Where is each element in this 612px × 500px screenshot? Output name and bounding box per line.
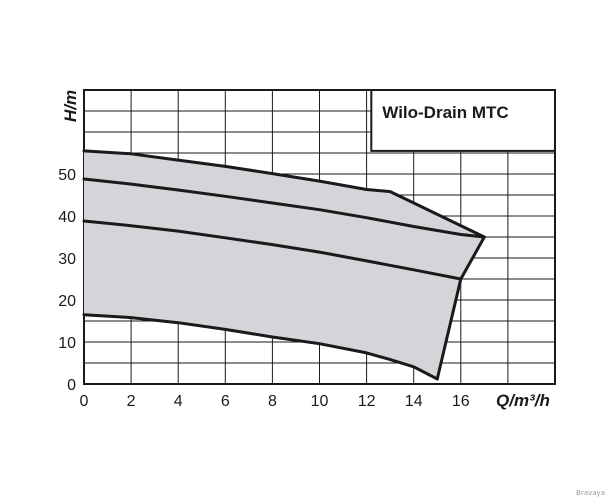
x-tick-label: 16 xyxy=(452,393,470,410)
x-axis-label: Q/m³/h xyxy=(496,391,550,410)
y-tick-label: 10 xyxy=(58,335,76,352)
curve-2 xyxy=(82,177,486,239)
y-tick-label: 20 xyxy=(58,293,76,310)
x-tick-label: 4 xyxy=(174,393,183,410)
x-tick-label: 6 xyxy=(221,393,230,410)
curve-3 xyxy=(82,219,463,281)
y-tick-label: 30 xyxy=(58,251,76,268)
y-tick-label: 40 xyxy=(58,209,76,226)
x-tick-labels: 0 2 4 6 8 10 12 14 16 xyxy=(80,393,470,410)
y-tick-labels: 0 10 20 30 40 50 xyxy=(58,167,76,394)
y-axis-label: H/m xyxy=(61,90,80,122)
x-tick-label: 8 xyxy=(268,393,277,410)
y-tick-label: 50 xyxy=(58,167,76,184)
x-tick-label: 2 xyxy=(127,393,136,410)
curve-1 xyxy=(82,149,486,239)
y-tick-label: 0 xyxy=(67,377,76,394)
watermark-text: Bravaya xyxy=(576,489,605,497)
curve-4 xyxy=(82,313,439,381)
legend-box xyxy=(370,89,556,152)
x-tick-label: 12 xyxy=(358,393,376,410)
chart-title: Wilo-Drain MTC xyxy=(382,103,508,122)
envelope-edge xyxy=(435,236,486,380)
performance-curves xyxy=(82,149,486,381)
x-tick-label: 14 xyxy=(405,393,423,410)
x-tick-label: 10 xyxy=(311,393,329,410)
x-tick-label: 0 xyxy=(80,393,89,410)
operating-envelope-area xyxy=(84,150,485,379)
